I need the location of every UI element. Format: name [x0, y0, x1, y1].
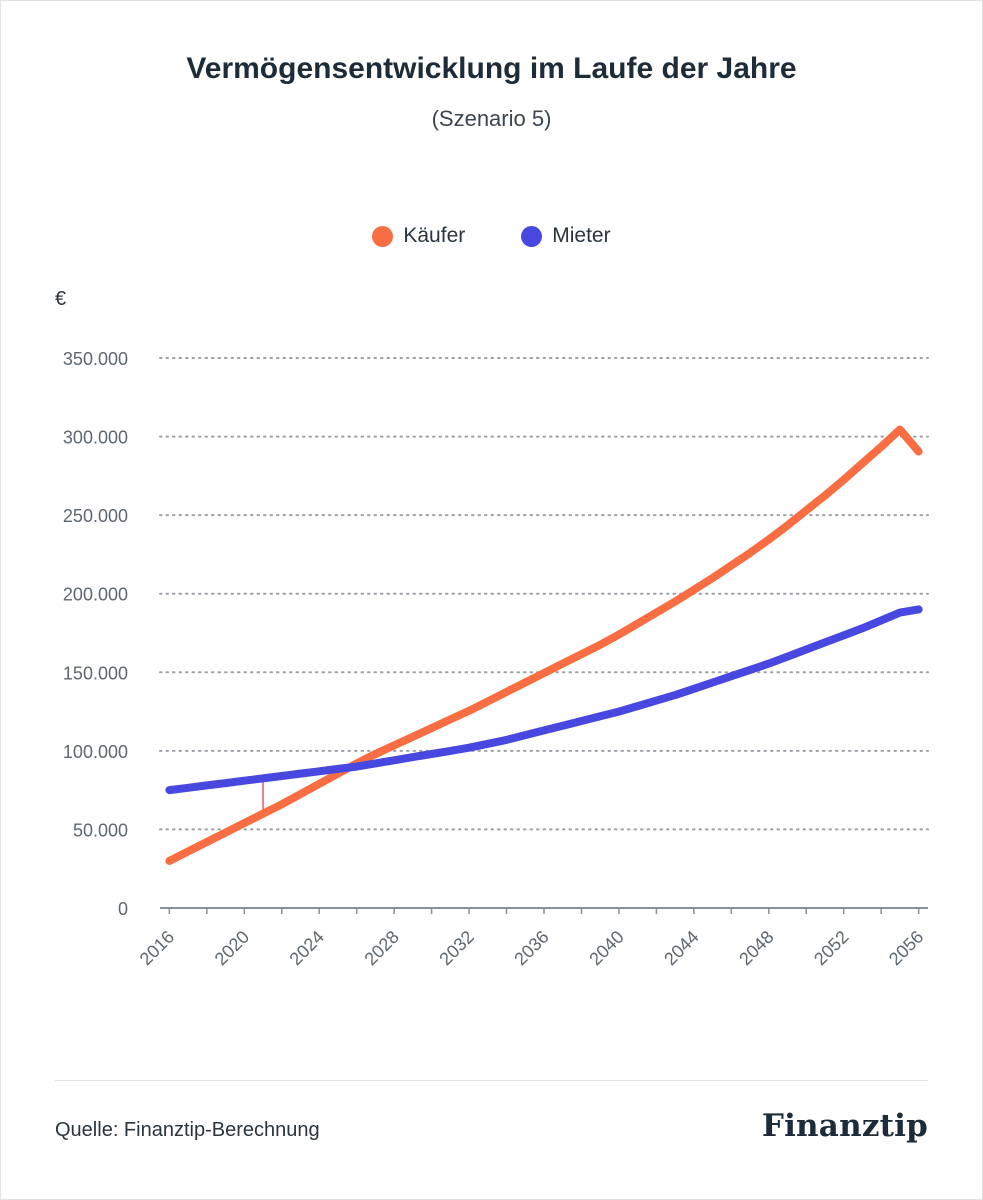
x-tick-label: 2024 [286, 927, 328, 969]
x-tick-label: 2028 [361, 927, 403, 969]
x-tick-label: 2016 [136, 927, 178, 969]
x-tick-label: 2020 [211, 927, 253, 969]
legend-item-mieter: Mieter [521, 224, 611, 248]
y-tick-label: 300.000 [63, 428, 128, 448]
line-chart: 0 50.000 100.000 150.000 200.000 250.000 300.0… [63, 349, 929, 969]
legend: Käufer Mieter [0, 224, 983, 248]
x-tick-label: 2040 [585, 927, 627, 969]
x-tick-label: 2032 [435, 927, 477, 969]
legend-label-mieter: Mieter [552, 224, 611, 247]
x-tick-label: 2056 [885, 927, 927, 969]
y-tick-label: 0 [118, 899, 128, 919]
legend-swatch-mieter [521, 225, 543, 247]
y-tick-label: 150.000 [63, 663, 128, 683]
series-line-kaeufer [165, 425, 923, 865]
x-tick-label: 2044 [660, 927, 702, 969]
legend-swatch-kaeufer [372, 225, 394, 247]
y-tick-label: 250.000 [63, 506, 128, 526]
source-note: Quelle: Finanztip-Berechnung [55, 1119, 320, 1141]
x-tick-label: 2036 [510, 927, 552, 969]
legend-label-kaeufer: Käufer [403, 224, 466, 247]
x-tick-label: 2052 [810, 927, 852, 969]
chart-subtitle: (Szenario 5) [431, 106, 552, 131]
x-tick-label: 2048 [735, 927, 777, 969]
y-tick-label: 350.000 [63, 349, 128, 369]
footer-divider [55, 1080, 928, 1081]
y-tick-label: 200.000 [63, 585, 128, 605]
finanztip-logo: Finanztip [761, 1108, 928, 1144]
series-line-mieter [165, 605, 923, 795]
chart-title: Vermögensentwicklung im Laufe der Jahre [186, 52, 797, 85]
y-axis-unit-label: € [55, 288, 67, 310]
y-tick-label: 100.000 [63, 742, 128, 762]
legend-item-kaeufer: Käufer [372, 224, 465, 248]
y-tick-label: 50.000 [73, 820, 128, 840]
